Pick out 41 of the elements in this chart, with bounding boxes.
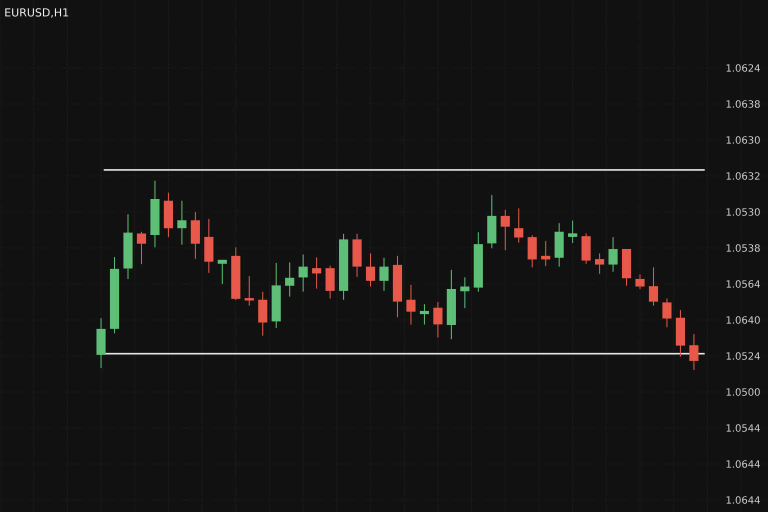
category-label: 1.0530 — [726, 208, 760, 216]
candlestick — [312, 256, 322, 290]
candlestick — [662, 298, 672, 328]
candlestick — [608, 236, 618, 272]
category-label: 1.0640 — [726, 316, 760, 324]
candlestick — [500, 209, 510, 251]
category-label: 1.0624 — [726, 64, 760, 72]
category-label: 1.0638 — [726, 100, 760, 108]
category-label: 1.0630 — [726, 136, 760, 144]
candlestick — [190, 211, 200, 260]
candlestick — [648, 266, 658, 306]
candlestick — [366, 252, 376, 288]
category-label: 1.0564 — [726, 280, 760, 288]
candlestick — [433, 302, 442, 338]
candlestick — [258, 291, 268, 336]
candlestick — [595, 252, 604, 274]
candlestick — [406, 284, 416, 326]
candlestick — [379, 257, 389, 292]
candlestick — [528, 234, 537, 268]
category-label: 1.0632 — [726, 172, 760, 180]
candlestick — [420, 304, 430, 326]
candlestick — [635, 274, 645, 290]
category-label: 1.0500 — [726, 388, 760, 396]
candlestick — [541, 240, 550, 267]
candlestick — [568, 220, 578, 244]
category-label: 1.0644 — [726, 460, 760, 468]
candlestick — [177, 200, 186, 246]
candlestick — [460, 276, 470, 309]
category-label: 1.0538 — [726, 244, 760, 252]
candlestick — [136, 231, 146, 265]
chart-title: EURUSD,H1 — [5, 8, 68, 18]
candlestick — [218, 259, 227, 285]
candlestick — [244, 276, 254, 306]
category-label: 1.0524 — [726, 352, 760, 360]
candlestick — [514, 208, 524, 244]
candlestick — [326, 265, 335, 299]
candlestick — [298, 254, 308, 292]
category-label: 1.0544 — [726, 424, 760, 432]
candlestick — [285, 262, 294, 298]
candlestick — [689, 334, 698, 370]
category-label: 1.0644 — [726, 496, 760, 504]
